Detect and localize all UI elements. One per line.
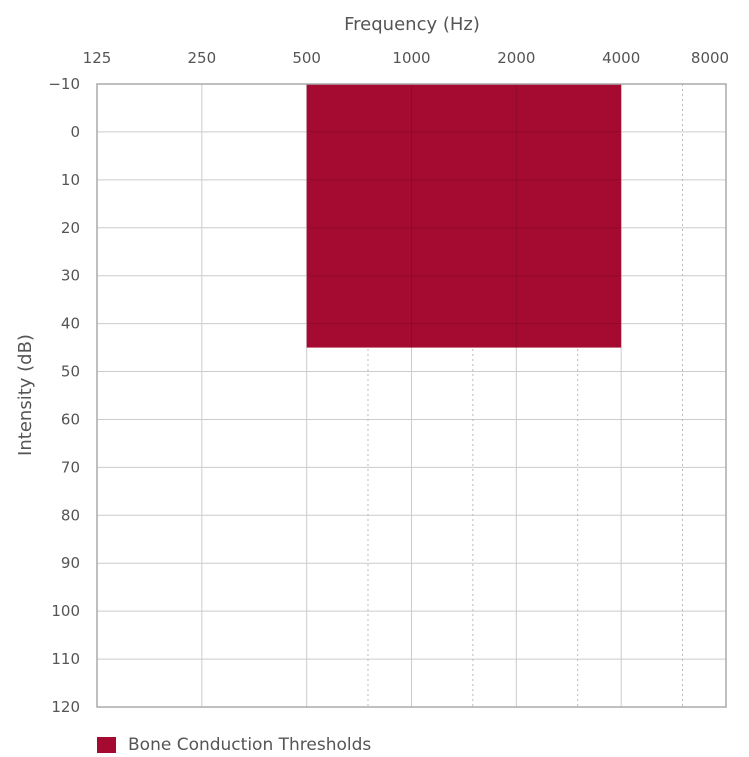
plot-border [96,83,727,708]
y-tick-label: 0 [70,123,80,141]
x-tick-label: 1000 [392,49,430,67]
y-tick-label: 60 [61,410,80,428]
y-tick-label: 50 [61,363,80,381]
data-layer [306,84,622,348]
x-tick-labels: 125 250 500 1000 2000 4000 8000 [83,49,729,67]
x-tick-label: 125 [83,49,112,67]
x-tick-label: 250 [188,49,217,67]
y-tick-label: 90 [61,554,80,572]
y-tick-label: 100 [51,602,80,620]
y-tick-label: −10 [48,75,80,93]
y-tick-label: 80 [61,506,80,524]
y-tick-label: 70 [61,458,80,476]
x-tick-label: 8000 [691,49,729,67]
y-tick-label: 40 [61,315,80,333]
y-tick-label: 20 [61,219,80,237]
y-tick-labels: −10 0 10 20 30 40 50 60 70 80 90 100 110 120 [48,75,80,716]
y-tick-label: 10 [61,171,80,189]
legend: Bone Conduction Thresholds [97,735,371,755]
y-tick-label: 110 [51,650,80,668]
y-tick-label: 30 [61,267,80,285]
legend-swatch [97,737,116,753]
x-tick-label: 500 [292,49,321,67]
x-axis-title: Frequency (Hz) [344,14,480,35]
bone-conduction-area [306,84,622,348]
y-axis-title: Intensity (dB) [15,334,36,456]
legend-label: Bone Conduction Thresholds [128,735,372,755]
x-tick-label: 4000 [602,49,640,67]
x-tick-label: 2000 [497,49,535,67]
y-tick-label: 120 [51,698,80,716]
